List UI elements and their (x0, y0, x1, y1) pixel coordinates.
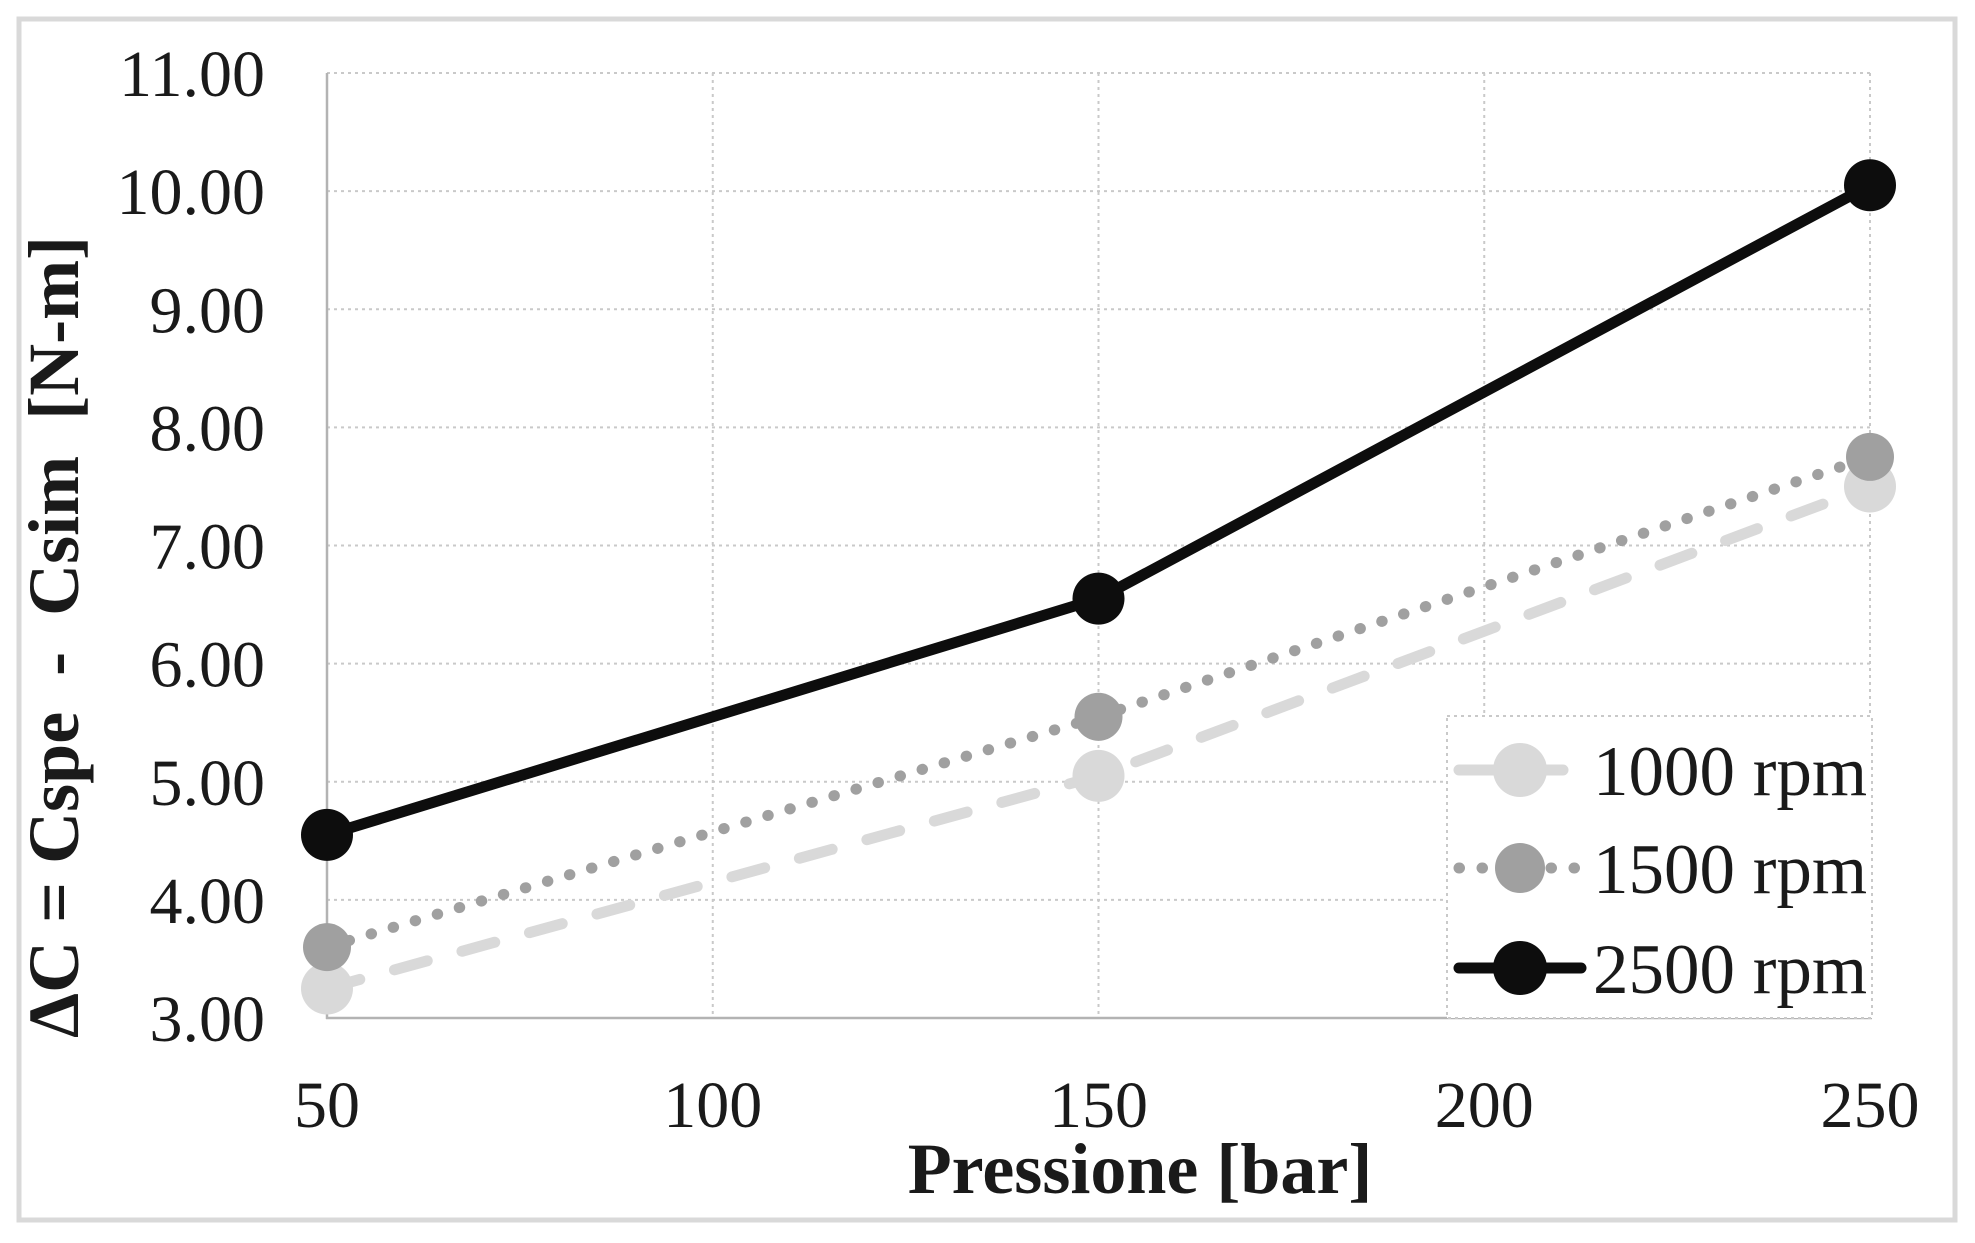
y-axis-title: ΔC = Cspe - Csim [N-m] (14, 236, 94, 1038)
legend-item-label: 1500 rpm (1593, 831, 1867, 909)
x-tick-labels: 50 100 150 200 250 (294, 1069, 1920, 1142)
series-marker-1000-rpm (301, 962, 353, 1015)
y-tick-label: 11.00 (119, 38, 265, 111)
series-marker-1500-rpm (303, 923, 351, 972)
figure-frame (16, 16, 1958, 1223)
x-axis-title: Pressione [bar] (908, 1129, 1373, 1209)
legend: 1000 rpm 1500 rpm 2500 rpm (1446, 715, 1873, 1019)
y-tick-label: 8.00 (150, 392, 266, 465)
x-tick-label: 250 (1821, 1069, 1920, 1142)
series-marker-1000-rpm (1072, 749, 1125, 802)
x-tick-label: 200 (1435, 1069, 1534, 1142)
legend-sample-marker (1493, 941, 1547, 995)
x-tick-label: 50 (294, 1069, 360, 1142)
x-tick-label: 100 (663, 1069, 762, 1142)
y-tick-label: 3.00 (150, 983, 266, 1056)
series-marker-1500-rpm (1846, 432, 1894, 481)
y-tick-labels: 11.00 10.00 9.00 8.00 7.00 6.00 5.00 4.00 3.00 (117, 38, 266, 1056)
legend-item-1000-rpm: 1000 rpm (1453, 733, 1867, 811)
legend-item-label: 1000 rpm (1593, 733, 1867, 811)
legend-item-1500-rpm: 1500 rpm (1453, 831, 1867, 909)
y-tick-label: 9.00 (150, 274, 266, 347)
legend-sample-marker (1493, 743, 1547, 797)
x-tick-label: 150 (1049, 1069, 1148, 1142)
series-group (301, 159, 1896, 1015)
y-tick-label: 4.00 (150, 865, 266, 938)
y-tick-label: 5.00 (150, 747, 266, 820)
legend-sample-marker (1495, 843, 1545, 893)
legend-item-label: 2500 rpm (1593, 931, 1867, 1009)
series-marker-2500-rpm (1072, 572, 1125, 625)
y-tick-label: 10.00 (117, 156, 266, 229)
legend-item-2500-rpm: 2500 rpm (1453, 931, 1867, 1009)
y-tick-label: 6.00 (150, 629, 266, 702)
series-marker-2500-rpm (301, 808, 353, 861)
y-tick-label: 7.00 (150, 511, 266, 584)
series-marker-2500-rpm (1844, 159, 1896, 212)
series-marker-1500-rpm (1074, 692, 1123, 741)
